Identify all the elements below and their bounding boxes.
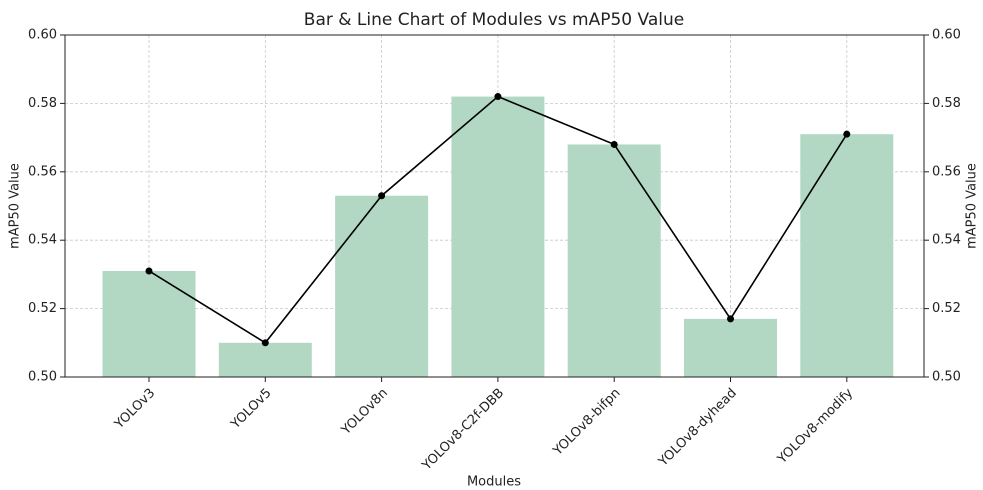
chart-title: Bar & Line Chart of Modules vs mAP50 Val… <box>304 10 684 30</box>
x-axis-title: Modules <box>467 475 521 490</box>
y-tick-label: 0.52 <box>28 301 57 316</box>
y2-tick-label: 0.56 <box>932 164 961 179</box>
bar <box>335 195 429 377</box>
y2-axis-title: mAP50 Value <box>965 163 980 249</box>
line-point <box>727 315 734 323</box>
y2-tick-label: 0.50 <box>932 370 961 385</box>
bar <box>567 144 661 377</box>
y2-tick-label: 0.60 <box>932 28 961 43</box>
line-point <box>494 93 502 101</box>
x-tick-label: YOLOv8-C2f-DBB <box>419 386 507 474</box>
x-tick-label: YOLOv8-modify <box>774 385 856 467</box>
y2-tick-label: 0.54 <box>932 233 961 248</box>
x-tick-label: YOLOv5 <box>228 386 275 433</box>
line-point <box>843 130 851 138</box>
y-tick-label: 0.58 <box>28 96 57 111</box>
x-tick-label: YOLOv8n <box>338 386 391 439</box>
line-point <box>261 339 269 347</box>
y2-tick-label: 0.58 <box>932 96 961 111</box>
y-tick-label: 0.60 <box>28 28 57 43</box>
x-tick-label: YOLOv8-bifpn <box>550 386 624 460</box>
bar <box>800 134 894 377</box>
y-tick-label: 0.54 <box>28 233 57 248</box>
line-point <box>610 140 618 148</box>
bar <box>684 318 777 377</box>
bar <box>218 342 312 377</box>
line-point <box>378 192 386 200</box>
bar <box>451 96 545 377</box>
y-tick-label: 0.56 <box>28 164 57 179</box>
x-tick-label: YOLOv8-dyhead <box>655 386 740 471</box>
y2-tick-label: 0.52 <box>932 301 961 316</box>
bar <box>102 270 196 377</box>
x-tick-label: YOLOv3 <box>111 386 158 433</box>
line-point <box>145 267 153 275</box>
y-tick-label: 0.50 <box>28 370 57 385</box>
y-axis-title: mAP50 Value <box>8 163 23 249</box>
